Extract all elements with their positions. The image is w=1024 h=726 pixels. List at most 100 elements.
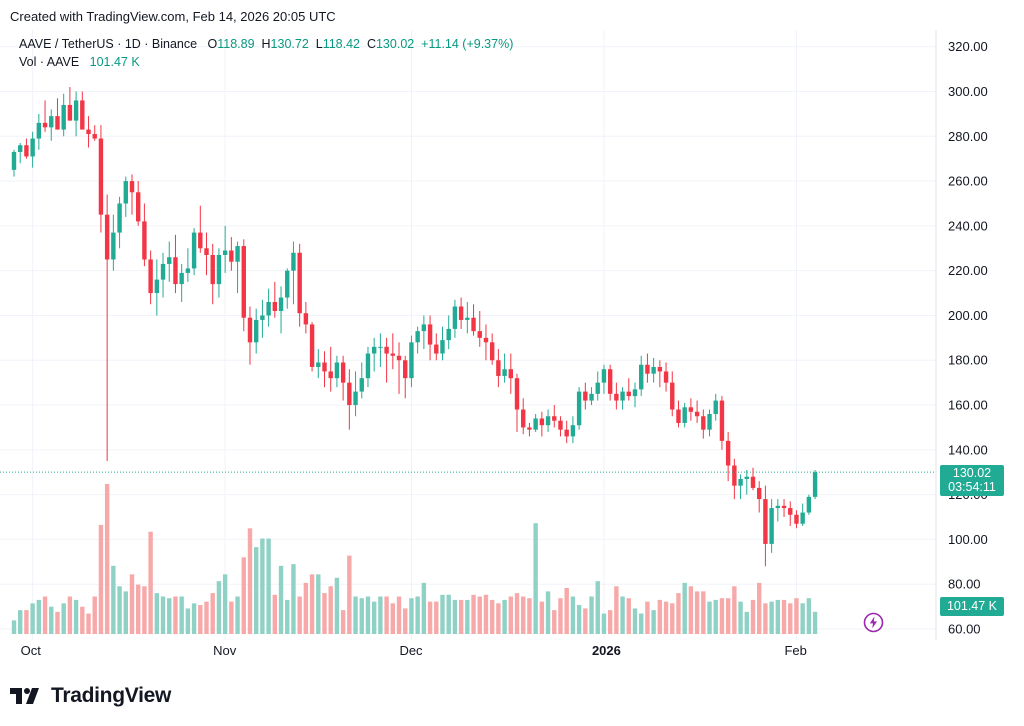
volume-bar [477, 596, 482, 634]
candle-body [353, 391, 358, 406]
candle-body [725, 440, 731, 466]
volume-bar [235, 596, 240, 634]
legend-open: 118.89 [217, 37, 255, 51]
lightning-icon[interactable] [863, 612, 884, 633]
volume-bar [210, 593, 215, 634]
candle-body [253, 319, 259, 343]
candle-body [403, 360, 408, 379]
candle-body [732, 465, 737, 486]
candle-body [303, 313, 309, 325]
price-tick-label: 320.00 [948, 39, 988, 54]
tradingview-logo[interactable]: TradingView [10, 683, 171, 709]
volume-bar [570, 596, 576, 634]
volume-bar [589, 596, 594, 634]
candle-body [421, 324, 427, 332]
candle-body [489, 342, 495, 361]
candle-body [682, 407, 687, 423]
candle-body [514, 378, 520, 410]
volume-bar [148, 531, 153, 634]
candle-body [322, 362, 327, 372]
price-tick-label: 300.00 [948, 84, 988, 99]
volume-bar [800, 603, 805, 634]
candle-body [98, 138, 104, 215]
candle-body [552, 416, 557, 421]
legend-open-label: O [207, 37, 218, 51]
candle-body [576, 391, 582, 426]
volume-bar [18, 610, 23, 634]
price-tick-label: 260.00 [948, 174, 988, 189]
time-axis: Oct Nov Dec 2026 Feb [21, 643, 807, 658]
volume-bar [24, 610, 29, 634]
candle-body [185, 268, 191, 273]
candle-body [123, 181, 128, 204]
candle-body [390, 353, 396, 356]
volume-bar [657, 599, 663, 634]
volume-bar [216, 581, 222, 634]
volume-bar [775, 599, 781, 634]
candle-body [191, 232, 197, 269]
volume-bar [806, 598, 812, 634]
candle-body [788, 508, 793, 515]
volume-bar [812, 611, 818, 634]
candle-body [291, 252, 296, 271]
candle-body [521, 409, 526, 428]
candle-body [558, 420, 563, 430]
legend-high-label: H [261, 37, 271, 51]
volume-bar [297, 596, 302, 634]
volume-bar [117, 586, 122, 634]
volume-bar [564, 587, 569, 634]
volume-bar [601, 613, 607, 634]
candle-body [794, 514, 799, 524]
candle-body [738, 478, 743, 486]
time-tick-label: Nov [213, 643, 237, 658]
candle-body [309, 324, 315, 367]
candle-body [334, 362, 340, 379]
volume-bar [229, 601, 234, 634]
volume-bar [204, 601, 209, 634]
volume-bar [676, 593, 681, 634]
candle-body [24, 145, 29, 157]
volume-bar [36, 599, 42, 634]
volume-bar [440, 594, 445, 634]
candle-body [440, 340, 445, 354]
volume-bar [471, 594, 476, 634]
candle-body [719, 400, 725, 441]
volume-bar [415, 596, 420, 634]
volume-bar [241, 557, 246, 634]
candle-body [744, 476, 749, 479]
volume-bar [160, 596, 166, 634]
volume-bar [384, 596, 389, 634]
candle-body [812, 472, 818, 497]
volume-bar [266, 538, 271, 634]
volume-bar [123, 591, 128, 634]
volume-bar [725, 598, 731, 634]
time-tick-label: Feb [784, 643, 806, 658]
volume-bar [663, 601, 669, 634]
volume-bar [452, 599, 458, 634]
candle-body [247, 317, 253, 343]
volume-bar [508, 596, 513, 634]
price-tick-label: 100.00 [948, 532, 988, 547]
volume-bar [291, 564, 296, 634]
candle-body [378, 346, 383, 348]
candle-body [396, 355, 402, 361]
volume-bar [713, 599, 718, 634]
volume-bar [191, 603, 197, 634]
candle-body [142, 221, 147, 260]
volume-bar [552, 610, 557, 634]
volume-bar [576, 605, 582, 634]
candle-body [86, 129, 91, 135]
volume-bar [142, 586, 147, 634]
volume-bar [763, 603, 768, 634]
volume-bar [73, 599, 79, 634]
volume-bar [278, 565, 284, 634]
volume-bar [626, 598, 631, 634]
candle-body [371, 346, 377, 354]
candle-body [415, 331, 420, 343]
candle-body [806, 496, 812, 513]
volume-bar [458, 599, 464, 634]
candle-body [769, 508, 774, 544]
candle-body [67, 104, 73, 121]
volume-bar [409, 598, 414, 634]
